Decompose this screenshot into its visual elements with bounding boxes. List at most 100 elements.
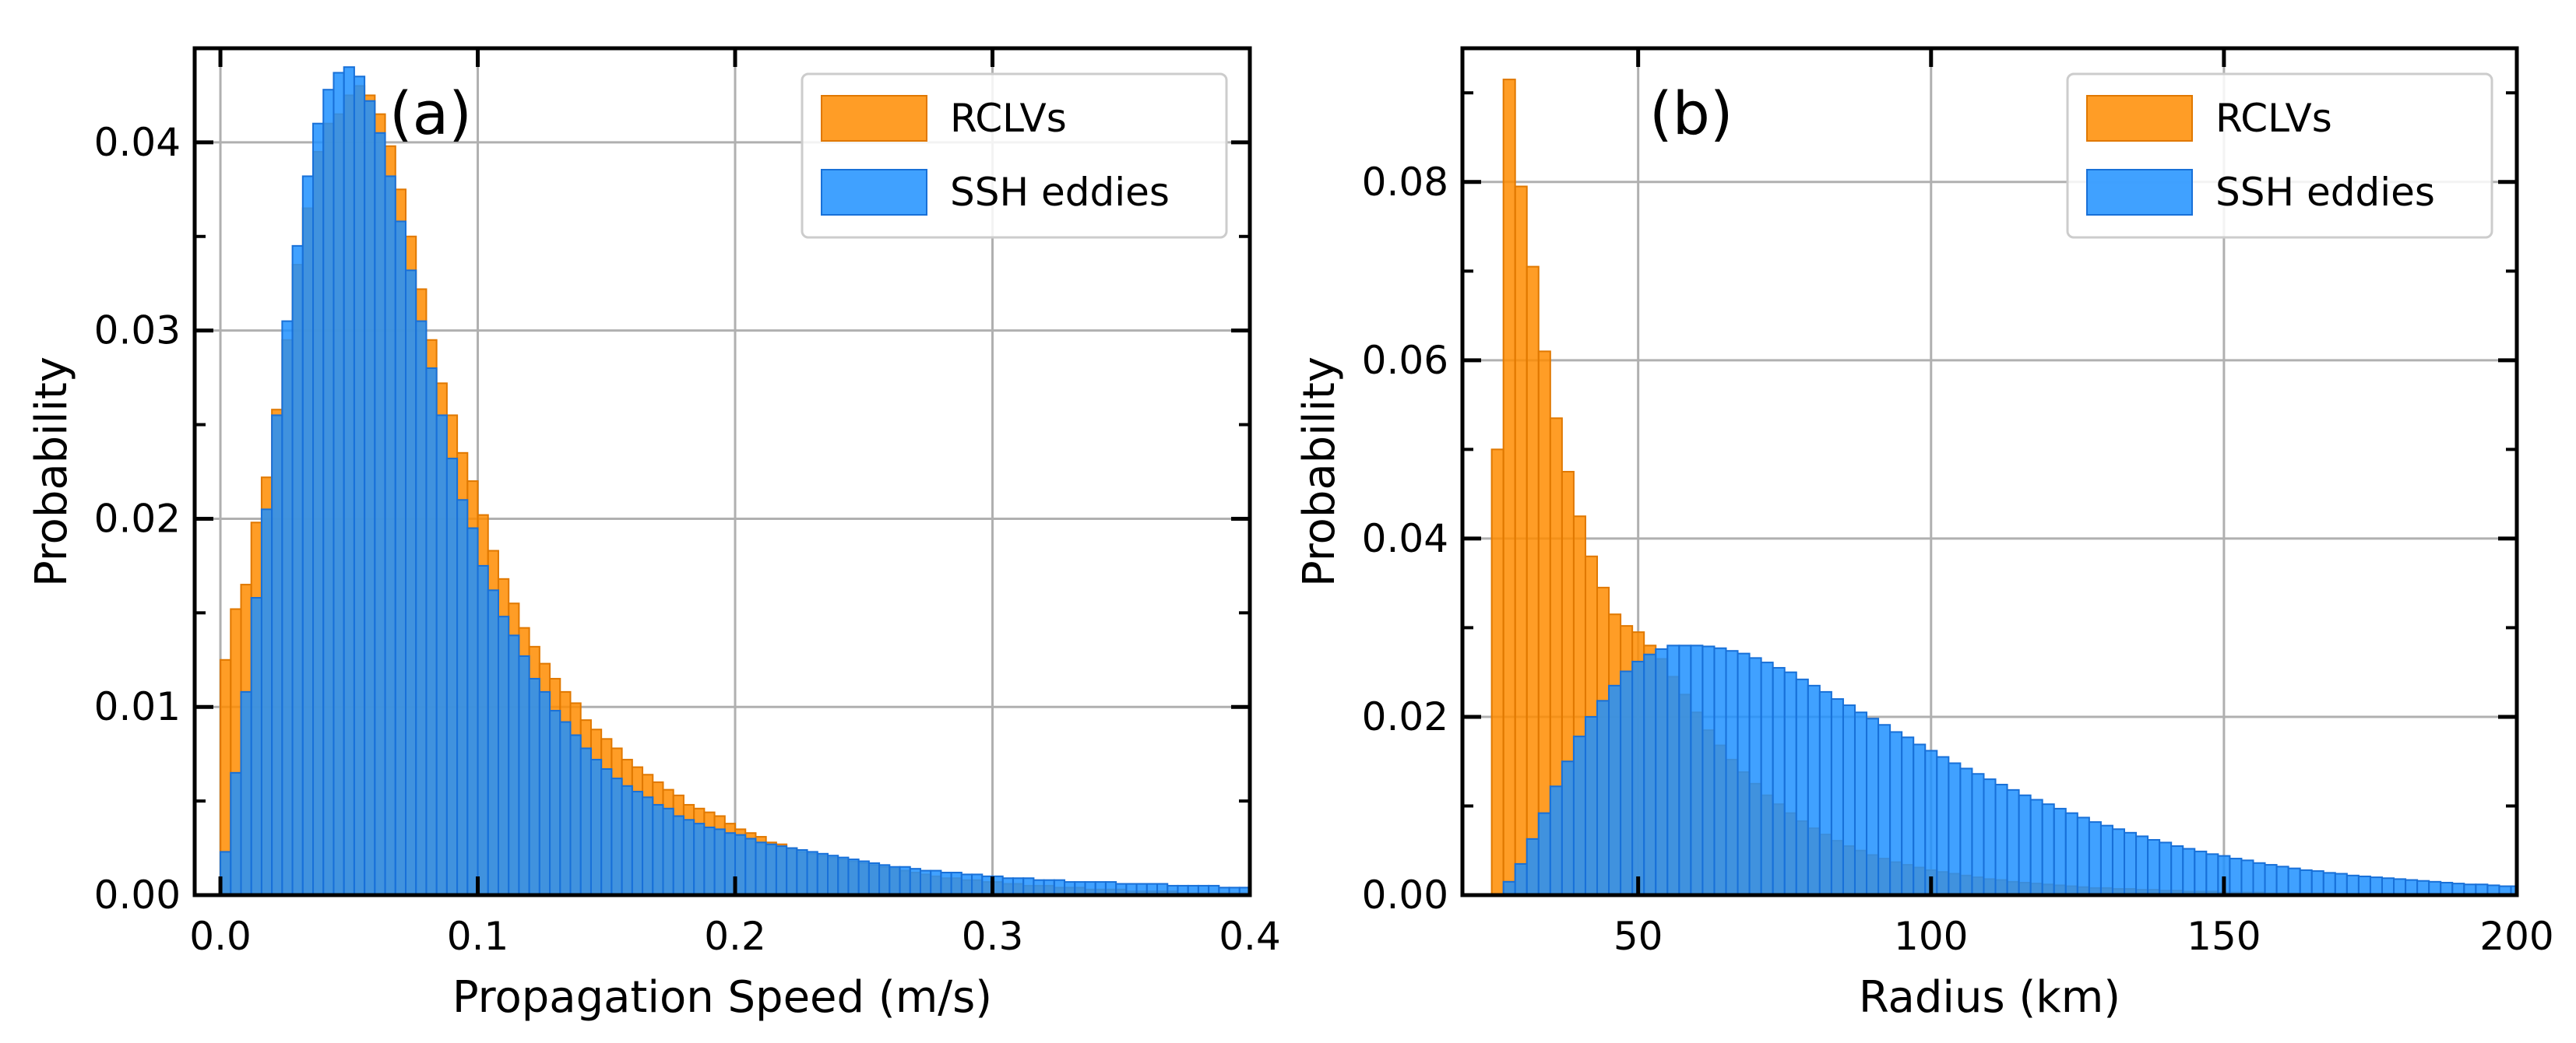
panel-a-legend: RCLVs SSH eddies xyxy=(801,72,1228,239)
histogram-bar xyxy=(1971,773,1985,896)
histogram-bar xyxy=(1748,657,1762,896)
histogram-bar xyxy=(312,122,325,896)
histogram-bar xyxy=(1901,736,1915,896)
histogram-bar xyxy=(755,841,767,897)
histogram-bar xyxy=(611,778,623,896)
histogram-bar xyxy=(744,838,757,897)
histogram-bar xyxy=(1631,660,1645,896)
panel-b-label: (b) xyxy=(1649,79,1733,148)
y-tick-label: 0.06 xyxy=(1362,338,1448,383)
histogram-bar xyxy=(384,175,396,897)
histogram-bar xyxy=(260,508,273,896)
panel-b-legend-swatch-ssh xyxy=(2086,169,2193,216)
y-tick-label: 0.00 xyxy=(1362,873,1448,918)
histogram-bar xyxy=(2135,835,2149,896)
histogram-bar xyxy=(1889,731,1903,897)
histogram-bar xyxy=(487,589,499,896)
histogram-bar xyxy=(2369,876,2383,896)
histogram-bar xyxy=(971,873,984,896)
histogram-bar xyxy=(1913,743,1927,896)
histogram-bar xyxy=(867,862,881,897)
histogram-bar xyxy=(2287,867,2301,896)
histogram-bar xyxy=(435,414,448,896)
x-tick-label: 150 xyxy=(2187,914,2261,959)
histogram-bar xyxy=(2076,816,2090,896)
histogram-bar xyxy=(538,690,551,896)
histogram-bar xyxy=(1737,652,1751,896)
histogram-bar xyxy=(1983,778,1997,896)
histogram-bar xyxy=(2064,812,2078,896)
histogram-bar xyxy=(621,785,633,896)
histogram-bar xyxy=(2229,858,2243,896)
histogram-bar xyxy=(1064,881,1076,897)
histogram-bar xyxy=(693,823,706,896)
histogram-bar xyxy=(2252,862,2266,896)
y-tick-label: 0.01 xyxy=(94,684,181,729)
histogram-bar xyxy=(930,869,942,896)
histogram-bar xyxy=(837,856,850,896)
y-tick-label: 0.00 xyxy=(94,873,181,918)
histogram-bar xyxy=(600,768,613,897)
x-tick-label: 0.3 xyxy=(962,914,1024,959)
histogram-bar xyxy=(2275,866,2289,896)
histogram-bar xyxy=(291,244,304,897)
histogram-bar xyxy=(847,859,860,897)
histogram-bar xyxy=(1620,670,1634,896)
histogram-bar xyxy=(1033,879,1045,897)
histogram-bar xyxy=(786,847,798,896)
panel-b-legend-swatch-rclvs xyxy=(2086,95,2193,142)
panel-a-x-axis-label: Propagation Speed (m/s) xyxy=(452,972,992,1023)
histogram-bar xyxy=(2264,864,2278,896)
x-tick-label: 50 xyxy=(1614,914,1663,959)
histogram-bar xyxy=(1104,881,1117,897)
histogram-bar xyxy=(703,826,716,896)
panel-a-histogram: 0.0 0.1 0.2 0.3 0.40.000.010.020.030.04 (a) … xyxy=(26,46,1281,1023)
histogram-bar xyxy=(1537,812,1551,896)
histogram-bar xyxy=(2088,821,2102,896)
histogram-bar xyxy=(1678,644,1692,896)
histogram-bar xyxy=(425,367,438,896)
panel-a-legend-label-rclvs: RCLVs xyxy=(950,96,1067,141)
histogram-bar xyxy=(1001,877,1014,896)
histogram-bar xyxy=(1584,715,1599,897)
histogram-bar xyxy=(281,320,294,897)
histogram-bar xyxy=(1643,653,1657,896)
histogram-bar xyxy=(1713,647,1727,896)
panel-a-label: (a) xyxy=(389,79,472,148)
panel-a-y-axis-label: Probability xyxy=(26,356,77,587)
x-tick-label: 0.4 xyxy=(1219,914,1281,959)
histogram-bar xyxy=(2310,870,2324,896)
histogram-bar xyxy=(2405,879,2419,896)
histogram-bar xyxy=(1725,650,1739,896)
histogram-bar xyxy=(2428,880,2442,896)
y-tick-label: 0.03 xyxy=(94,308,181,353)
histogram-bar xyxy=(1772,666,1786,896)
histogram-bar xyxy=(1526,838,1540,896)
histogram-bar xyxy=(2053,807,2067,896)
histogram-bar xyxy=(950,871,962,897)
histogram-bar xyxy=(1022,877,1035,896)
histogram-bar xyxy=(301,175,315,897)
histogram-bar xyxy=(1795,678,1809,896)
histogram-bar xyxy=(1690,644,1704,896)
histogram-bar xyxy=(878,864,891,896)
histogram-bar xyxy=(2334,873,2348,896)
histogram-bar xyxy=(2018,794,2032,896)
histogram-bar xyxy=(466,527,479,896)
histogram-bar xyxy=(2099,824,2113,896)
histogram-bar xyxy=(806,851,818,897)
histogram-bar xyxy=(2322,872,2336,896)
histogram-bar xyxy=(960,873,973,896)
histogram-bar xyxy=(652,803,664,896)
histogram-bar xyxy=(1043,879,1055,897)
histogram-bar xyxy=(589,758,603,896)
histogram-bar xyxy=(1783,671,1797,896)
histogram-bar xyxy=(569,734,582,896)
panel-a-legend-swatch-ssh xyxy=(821,169,927,216)
histogram-bar xyxy=(1084,881,1096,897)
histogram-bar xyxy=(2194,850,2208,896)
y-tick-label: 0.02 xyxy=(94,496,181,541)
histogram-bar xyxy=(1853,711,1868,897)
histogram-bar xyxy=(1830,698,1844,897)
